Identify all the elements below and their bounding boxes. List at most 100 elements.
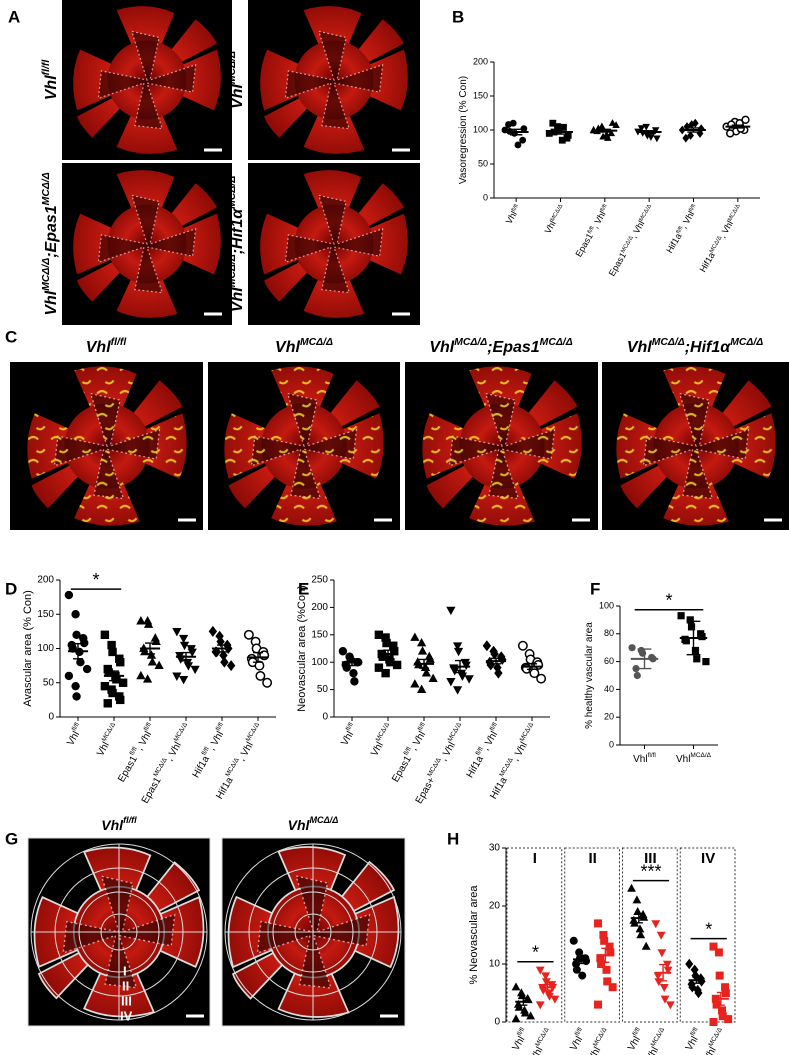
x-tick-label: VhlMCΔ/Δ: [676, 752, 712, 764]
label-text: , Vhl: [206, 730, 226, 753]
label-sup: fl/fl: [690, 1026, 700, 1037]
error-bar: [637, 648, 652, 670]
label-text: Vhl: [339, 730, 356, 748]
data-point: [118, 678, 128, 687]
x-tick-label: Vhlfl/fl: [504, 203, 523, 226]
data-point: [514, 141, 522, 149]
error-bar: [418, 658, 430, 669]
error-bar: [634, 912, 643, 924]
data-point: [254, 660, 265, 671]
data-point: [453, 647, 464, 657]
data-point: [112, 675, 121, 684]
error-bar: [180, 651, 192, 662]
y-tick-label: 0: [322, 712, 328, 723]
data-point: [665, 1001, 675, 1010]
data-point: [691, 646, 700, 655]
error-bar: [72, 643, 84, 660]
data-point: [549, 119, 557, 127]
data-point: [486, 659, 495, 671]
x-tick-label: Epas1MCΔ/Δ, VhlMCΔ/Δ: [607, 203, 656, 278]
data-point: [342, 663, 351, 672]
error-bar: [543, 983, 552, 991]
error-bar: [346, 658, 358, 667]
significance-label: ***: [640, 861, 661, 881]
data-point: [698, 632, 706, 641]
y-tick-label: 150: [311, 629, 328, 640]
label-sup: MCΔ/Δ: [245, 721, 262, 743]
x-tick-label: Vhlfl/fl: [633, 752, 656, 764]
label-text: ;Epas1: [487, 339, 540, 356]
data-point: [108, 688, 117, 698]
label-text: , Vhl: [134, 730, 154, 753]
error-bar: [692, 976, 701, 984]
data-point: [632, 895, 642, 904]
label-text: Vhl: [95, 740, 112, 758]
data-point: [219, 649, 228, 661]
data-point: [243, 629, 254, 640]
data-point: [653, 972, 663, 981]
data-point: [349, 668, 358, 678]
data-point: [71, 681, 80, 691]
error-bar: [519, 997, 528, 1006]
label-sup: fl/fl: [516, 1026, 526, 1037]
label-text: Hif1a: [665, 232, 684, 255]
label-sup: MCΔ/Δ: [447, 721, 464, 743]
data-point: [226, 660, 236, 672]
error-bar: [577, 954, 586, 965]
label-text: Hif1a: [190, 754, 211, 780]
data-point: [600, 936, 609, 945]
label-sup: MCΔ/Δ: [41, 172, 52, 205]
x-tick-label: VhlMCΔ/Δ: [527, 1026, 556, 1055]
data-point: [381, 668, 390, 678]
data-point: [558, 136, 566, 144]
panel-letter: A: [8, 7, 20, 26]
significance-label: *: [532, 943, 539, 963]
data-point: [653, 135, 661, 143]
label-sup: MCΔ/Δ: [652, 337, 685, 348]
data-point: [514, 1002, 524, 1011]
section-box: [564, 847, 620, 1023]
data-point: [741, 115, 750, 124]
data-point: [691, 118, 699, 128]
error-bar: [731, 124, 745, 129]
y-tick-label: 50: [478, 158, 488, 168]
label-text: Vhl: [43, 75, 60, 100]
data-point: [628, 644, 636, 652]
label-sup: MCΔ/Δ: [690, 752, 711, 759]
error-bar: [598, 128, 612, 133]
label-sup: fl/fl: [511, 203, 520, 212]
y-tick-label: 0: [494, 1017, 500, 1028]
label-text: Vhl: [676, 754, 690, 765]
label-text: Vhl: [586, 1045, 603, 1055]
y-tick-label: 50: [317, 684, 329, 695]
data-point: [545, 992, 554, 1001]
label-text: Vhl: [288, 817, 311, 833]
label-text: Vhl: [702, 1045, 719, 1055]
image-label: Vhlfl/fl: [86, 337, 128, 356]
image-label: VhlMCΔ/Δ: [275, 337, 333, 356]
label-sup: fl/fl: [129, 746, 139, 757]
label-sup: fl/fl: [123, 815, 137, 825]
data-point: [687, 131, 694, 140]
label-text: Vhl: [229, 287, 246, 312]
data-point: [378, 652, 387, 661]
image-label: VhlMCΔ/Δ;Epas1MCΔ/Δ: [41, 172, 60, 315]
data-point: [183, 662, 194, 671]
label-sup: fl/fl: [215, 721, 225, 732]
panel-c-images: [10, 362, 789, 530]
x-tick-label: VhlMCΔ/Δ: [643, 1026, 672, 1055]
data-point: [262, 677, 273, 688]
image-label: VhlMCΔ/Δ: [288, 815, 339, 832]
data-point: [220, 656, 229, 668]
data-point: [709, 1018, 718, 1026]
label-sup: MCΔ/Δ: [41, 258, 52, 291]
section-label: I: [533, 850, 537, 867]
data-point: [635, 924, 645, 933]
label-text: Hif1a: [488, 775, 509, 801]
data-point: [687, 623, 696, 631]
data-point: [545, 130, 553, 137]
label-text: , Vhl: [236, 740, 256, 763]
section-box: [506, 847, 563, 1023]
data-point: [140, 646, 150, 656]
error-bar: [659, 963, 668, 982]
